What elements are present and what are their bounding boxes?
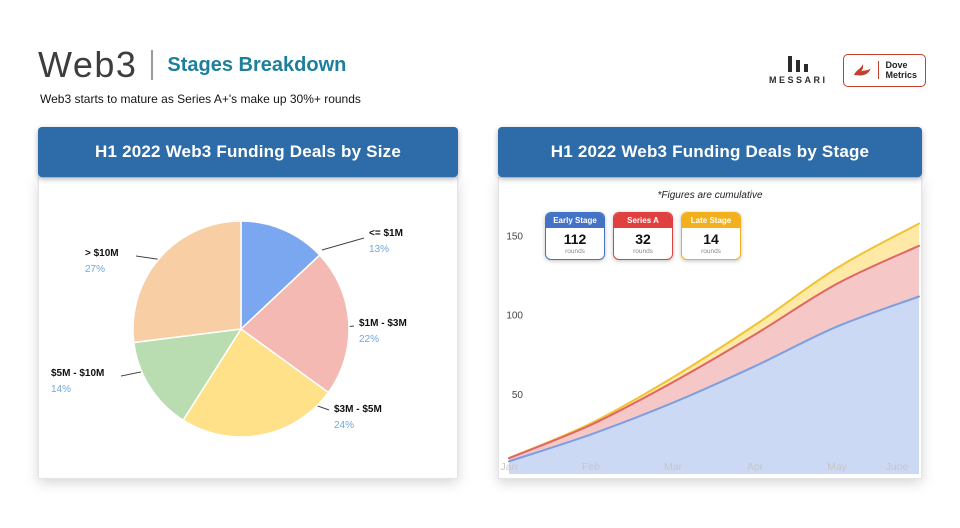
page-subtitle: Stages Breakdown	[167, 53, 347, 76]
pie-chart-svg	[120, 220, 365, 438]
logos: MESSARI Dove Metrics	[769, 54, 926, 87]
dove-icon	[854, 64, 871, 76]
tagline: Web3 starts to mature as Series A+'s mak…	[40, 92, 361, 106]
area-line-late-stage	[508, 222, 920, 460]
messari-label: MESSARI	[768, 74, 828, 85]
pie-label-5m-10m: $5M - $10M 14%	[51, 368, 105, 395]
pie-slice-2	[182, 327, 330, 438]
title-divider	[151, 50, 154, 80]
dove-logo-text: Dove Metrics	[885, 60, 917, 81]
legend-card-series-a: Series A 32 rounds	[613, 212, 673, 260]
legend-card-early-stage: Early Stage 112 rounds	[545, 212, 605, 260]
pie-label-le-1m: <= $1M 13%	[369, 228, 403, 255]
panel-deals-by-stage: H1 2022 Web3 Funding Deals by Stage 50 10…	[498, 127, 922, 479]
panel-deals-by-size: H1 2022 Web3 Funding Deals by Size <= $1…	[38, 127, 458, 479]
x-tick-label: May	[827, 461, 848, 473]
messari-icon	[788, 55, 809, 72]
area-chart-svg: 50 100 150 Jan Feb Mar Apr May June	[501, 222, 920, 474]
dove-logo-divider	[878, 61, 880, 80]
panel-deals-by-size-title: H1 2022 Web3 Funding Deals by Size	[95, 142, 401, 161]
leader-line	[321, 237, 365, 251]
dove-label-line2: Metrics	[885, 70, 917, 81]
pie-label-gt-10m: > $10M 27%	[85, 248, 119, 275]
pie-slice-1	[239, 254, 350, 394]
header: Web3 Stages Breakdown	[38, 44, 346, 86]
area-line-series-a	[508, 244, 920, 460]
pie-slice-0	[240, 220, 321, 331]
cumulative-note: *Figures are cumulative	[657, 190, 763, 201]
legend-card-late-stage: Late Stage 14 rounds	[681, 212, 741, 260]
y-tick-label: 50	[512, 390, 524, 401]
pie-slice-3	[133, 328, 243, 422]
messari-logo: MESSARI	[768, 55, 828, 85]
stage-legend: Early Stage 112 rounds Series A 32 round…	[545, 212, 741, 260]
page-title: Web3	[38, 44, 138, 85]
x-tick-label: Feb	[582, 461, 600, 473]
x-tick-label: Jan	[501, 461, 518, 473]
pie-slice-4	[132, 220, 242, 344]
dove-label-line1: Dove	[885, 60, 908, 70]
pie-label-1m-3m: $1M - $3M 22%	[359, 318, 407, 345]
y-tick-label: 150	[506, 231, 523, 242]
panel-deals-by-size-body: <= $1M 13% $1M - $3M 22% $3M - $5M 24% $…	[38, 177, 458, 479]
area-line-early-stage	[508, 295, 920, 463]
x-tick-label: Mar	[664, 461, 683, 473]
panel-deals-by-size-header: H1 2022 Web3 Funding Deals by Size	[38, 127, 458, 177]
panel-deals-by-stage-header: H1 2022 Web3 Funding Deals by Stage	[498, 127, 922, 177]
dove-metrics-logo: Dove Metrics	[843, 54, 926, 87]
panel-deals-by-stage-body: 50 100 150 Jan Feb Mar Apr May June *Figures are…	[498, 177, 922, 479]
panel-deals-by-stage-title: H1 2022 Web3 Funding Deals by Stage	[550, 142, 870, 161]
x-tick-label: Apr	[747, 461, 764, 473]
y-tick-label: 100	[506, 311, 523, 322]
x-tick-label: June	[886, 461, 909, 473]
pie-label-3m-5m: $3M - $5M 24%	[334, 404, 382, 431]
